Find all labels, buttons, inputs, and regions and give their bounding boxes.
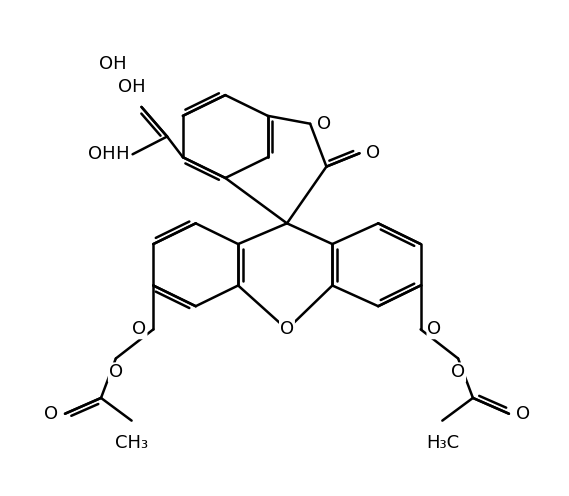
Text: O: O (451, 363, 465, 381)
Text: OH: OH (88, 145, 116, 163)
Text: H₃C: H₃C (426, 434, 459, 452)
Text: O: O (516, 405, 530, 423)
Text: O: O (109, 363, 123, 381)
Text: O: O (280, 320, 294, 338)
Text: O: O (366, 144, 380, 162)
Text: CH₃: CH₃ (115, 434, 148, 452)
Text: O: O (317, 115, 331, 133)
Text: O: O (130, 80, 143, 98)
Text: OH: OH (99, 56, 127, 73)
Text: OH: OH (101, 145, 129, 163)
Text: O: O (133, 320, 147, 338)
Text: O: O (427, 320, 442, 338)
Text: OH: OH (118, 78, 146, 96)
Text: O: O (44, 405, 58, 423)
